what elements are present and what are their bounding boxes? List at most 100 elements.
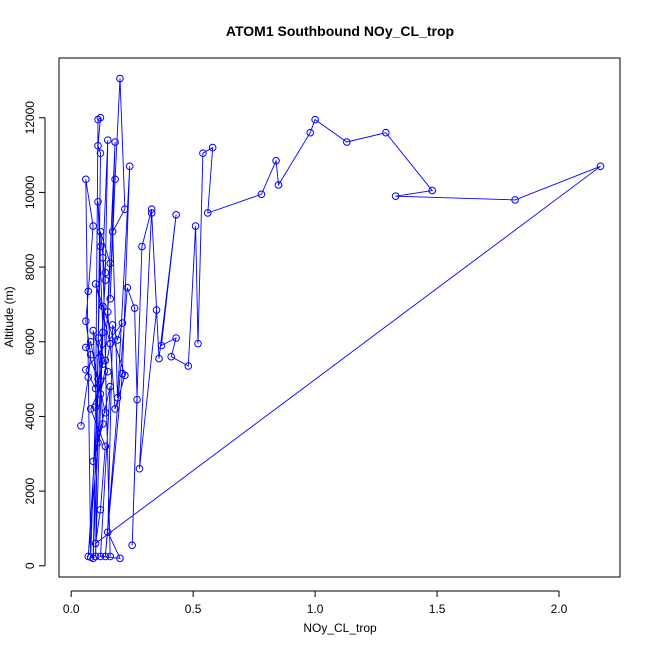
data-point bbox=[172, 334, 180, 342]
data-point bbox=[382, 128, 390, 137]
data-point bbox=[99, 253, 107, 262]
data-point bbox=[121, 371, 129, 380]
data-point bbox=[86, 351, 95, 359]
data-point bbox=[133, 395, 141, 404]
data-point bbox=[135, 464, 144, 473]
data-point bbox=[91, 384, 100, 393]
chart-title: ATOM1 Southbound NOy_CL_trop bbox=[226, 23, 454, 39]
data-point bbox=[130, 304, 139, 312]
data-point bbox=[82, 317, 90, 326]
series-line bbox=[80, 78, 601, 559]
data-point bbox=[94, 115, 102, 124]
data-point bbox=[96, 227, 105, 236]
data-point bbox=[89, 457, 97, 466]
x-axis: 0.0 0.5 1.0 1.5 2.0 bbox=[63, 590, 568, 616]
data-point bbox=[343, 138, 351, 146]
data-point bbox=[106, 295, 115, 303]
data-point bbox=[274, 181, 283, 189]
data-point bbox=[101, 442, 110, 451]
y-tick-label: 6000 bbox=[23, 328, 37, 355]
data-point bbox=[108, 227, 117, 236]
data-point bbox=[391, 192, 400, 200]
data-point bbox=[106, 552, 115, 561]
data-point bbox=[172, 211, 180, 219]
data-point bbox=[103, 308, 112, 316]
data-point bbox=[272, 156, 280, 165]
series-layer bbox=[77, 74, 605, 563]
data-point bbox=[84, 287, 93, 296]
data-point bbox=[128, 541, 136, 550]
y-axis-label: Altitude (m) bbox=[2, 286, 16, 347]
data-point bbox=[96, 390, 105, 398]
data-point bbox=[99, 360, 107, 368]
data-point bbox=[82, 365, 90, 374]
data-point bbox=[94, 141, 102, 150]
data-point bbox=[596, 162, 605, 171]
data-point bbox=[257, 190, 266, 199]
data-point bbox=[152, 306, 161, 314]
x-tick-label: 1.5 bbox=[429, 602, 446, 616]
data-point bbox=[108, 321, 117, 329]
y-tick-label: 2000 bbox=[23, 477, 37, 504]
data-point bbox=[428, 186, 436, 195]
data-point bbox=[191, 222, 200, 230]
data-point bbox=[118, 319, 127, 327]
data-point bbox=[125, 162, 134, 171]
data-point bbox=[96, 377, 105, 385]
plot-frame bbox=[58, 57, 621, 578]
data-point bbox=[91, 539, 100, 548]
data-point bbox=[203, 209, 212, 217]
data-point bbox=[89, 326, 97, 335]
data-point bbox=[155, 354, 163, 363]
x-tick-label: 0.5 bbox=[185, 602, 202, 616]
data-point bbox=[306, 128, 315, 137]
data-point bbox=[113, 336, 122, 344]
data-point bbox=[96, 505, 105, 514]
data-point bbox=[99, 302, 107, 311]
data-point bbox=[84, 552, 93, 561]
data-point bbox=[103, 528, 112, 536]
data-point bbox=[101, 276, 110, 284]
data-point bbox=[184, 362, 193, 370]
data-point bbox=[116, 554, 124, 563]
data-point bbox=[91, 280, 100, 288]
data-point bbox=[111, 405, 119, 413]
data-point bbox=[99, 420, 107, 428]
data-point bbox=[111, 138, 119, 146]
data-point bbox=[101, 356, 110, 365]
data-point bbox=[157, 341, 166, 350]
data-point bbox=[106, 339, 115, 348]
data-point bbox=[103, 136, 112, 144]
data-point bbox=[118, 369, 127, 378]
x-tick-label: 2.0 bbox=[551, 602, 568, 616]
y-tick-label: 10000 bbox=[23, 175, 37, 209]
y-tick-label: 0 bbox=[23, 562, 37, 569]
data-point bbox=[121, 205, 129, 214]
data-point bbox=[94, 334, 102, 342]
data-point bbox=[113, 393, 122, 402]
data-point bbox=[82, 175, 90, 184]
data-point bbox=[103, 367, 112, 376]
data-point bbox=[101, 268, 110, 277]
data-point bbox=[116, 74, 124, 83]
data-point bbox=[147, 205, 156, 214]
data-point bbox=[147, 209, 156, 217]
y-tick-label: 4000 bbox=[23, 403, 37, 430]
data-point bbox=[199, 149, 207, 158]
data-point bbox=[82, 343, 90, 352]
data-point bbox=[511, 196, 519, 204]
x-tick-label: 1.0 bbox=[307, 602, 324, 616]
data-point bbox=[167, 352, 175, 361]
data-point bbox=[86, 405, 95, 413]
data-point bbox=[94, 375, 102, 383]
data-point bbox=[106, 259, 115, 268]
data-point bbox=[138, 242, 146, 251]
data-point bbox=[99, 328, 107, 337]
y-tick-label: 8000 bbox=[23, 253, 37, 280]
data-point bbox=[91, 403, 100, 411]
y-tick-label: 12000 bbox=[23, 101, 37, 135]
data-point bbox=[89, 222, 97, 230]
data-point bbox=[311, 115, 319, 124]
data-point bbox=[111, 175, 119, 184]
data-point bbox=[84, 373, 93, 382]
